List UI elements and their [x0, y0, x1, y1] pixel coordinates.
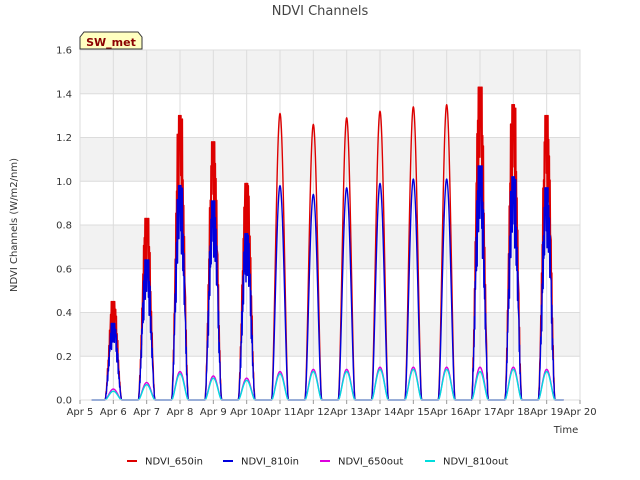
legend-label: NDVI_650out: [338, 457, 403, 468]
y-tick-label: 1.6: [56, 46, 72, 57]
plot-background-bands: [80, 50, 580, 400]
plot-band: [80, 225, 580, 269]
legend-label: NDVI_810out: [443, 457, 508, 468]
y-tick-label: 1.2: [56, 133, 72, 144]
badge-shape: [79, 31, 143, 50]
y-tick-label: 0.6: [56, 264, 72, 275]
x-axis: Apr 5 Apr 6 Apr 7 Apr 8 Apr 9 Apr 10 Apr 11 Apr…: [67, 400, 597, 418]
x-tick-label: Apr 19: [530, 407, 563, 418]
legend-label: NDVI_650in: [145, 457, 203, 468]
x-tick-label: Apr 5: [67, 407, 94, 418]
x-tick-label: Apr 16: [430, 407, 463, 418]
x-tick-label: Apr 7: [133, 407, 160, 418]
legend-label: NDVI_810in: [241, 457, 299, 468]
plot-band: [80, 268, 580, 313]
x-tick-label: Apr 12: [297, 407, 330, 418]
x-tick-label: Apr 14: [363, 407, 396, 418]
plot-band: [80, 356, 580, 400]
x-tick-label: Apr 9: [200, 407, 227, 418]
x-axis-label: Time: [553, 425, 578, 436]
x-tick-label: Apr 8: [167, 407, 194, 418]
x-tick-label: Apr 17: [463, 407, 496, 418]
y-tick-label: 0.8: [56, 221, 72, 232]
x-tick-label: Apr 10: [230, 407, 263, 418]
y-tick-label: 1.4: [56, 89, 72, 100]
x-tick-label: Apr 6: [100, 407, 127, 418]
legend: NDVI_650in NDVI_810in NDVI_650out NDVI_810o…: [127, 457, 508, 468]
plot-band: [80, 181, 580, 225]
y-tick-label: 0.2: [56, 352, 72, 363]
chart-title: NDVI Channels: [272, 4, 369, 19]
y-tick-label: 0.0: [56, 396, 72, 407]
plot-band: [80, 137, 580, 182]
y-axis: 0.0 0.2 0.4 0.6 0.8 1.0 1.2 1.4 1.6: [56, 46, 72, 407]
x-tick-label: Apr 15: [397, 407, 430, 418]
plot-band: [80, 50, 580, 94]
plot-band: [80, 93, 580, 138]
badge-label: SW_met: [86, 36, 136, 49]
y-tick-label: 1.0: [56, 177, 72, 188]
y-axis-label: NDVI Channels (W/m2/nm): [9, 158, 20, 292]
plot-frame: [79, 49, 581, 401]
x-tick-label: Apr 11: [263, 407, 296, 418]
x-tick-label: Apr 13: [330, 407, 363, 418]
y-tick-label: 0.4: [56, 308, 72, 319]
plot-band: [80, 312, 580, 357]
sw-met-badge: SW_met: [79, 31, 143, 50]
x-tick-label: Apr 18: [497, 407, 530, 418]
x-tick-label: Apr 20: [563, 407, 596, 418]
